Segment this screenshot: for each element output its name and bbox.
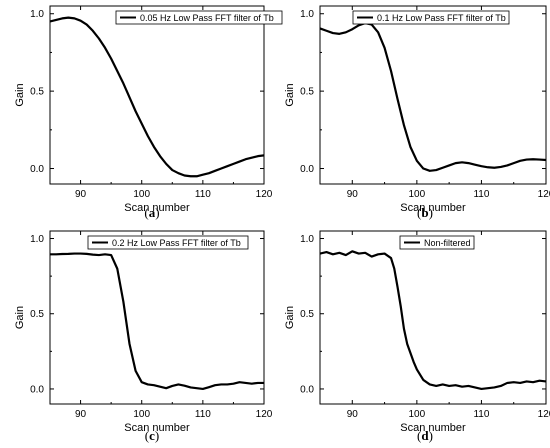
- x-tick-label: 100: [133, 409, 150, 420]
- y-axis-title: Gain: [14, 306, 26, 329]
- y-tick-label: 0.0: [300, 384, 314, 395]
- y-tick-label: 0.0: [30, 164, 44, 175]
- x-tick-label: 90: [347, 189, 359, 200]
- x-tick-label: 110: [195, 409, 211, 420]
- x-tick-label: 110: [473, 409, 489, 420]
- series-line: [320, 21, 546, 172]
- y-tick-label: 0.5: [300, 309, 314, 320]
- panel-label: (b): [417, 205, 433, 220]
- y-axis-title: Gain: [284, 306, 296, 329]
- plot-frame: [319, 5, 547, 185]
- y-axis-title: Gain: [284, 83, 296, 106]
- legend: 0.1 Hz Low Pass FFT filter of Tb: [352, 10, 510, 25]
- x-tick-label: 100: [133, 189, 150, 200]
- y-axis-title: Gain: [14, 83, 26, 106]
- plot-frame: [49, 5, 265, 185]
- y-tick-label: 1.0: [30, 9, 44, 20]
- plot-frame: [319, 230, 547, 405]
- panel-label: (d): [417, 428, 433, 443]
- x-tick-label: 120: [538, 189, 550, 200]
- legend-box: [115, 10, 283, 25]
- y-tick-label: 0.5: [300, 87, 314, 98]
- chart-panel-a: 90 100 110 120 0.0 0.5 1.0 Scan number Gain 0.05 …: [14, 5, 283, 220]
- legend-entry: 0.2 Hz Low Pass FFT filter of Tb: [112, 238, 241, 248]
- y-tick-label: 0.0: [300, 164, 314, 175]
- x-tick-label: 100: [409, 189, 426, 200]
- x-tick-label: 90: [75, 409, 87, 420]
- panel-label: (a): [144, 205, 159, 220]
- series-line: [50, 16, 264, 178]
- x-tick-label: 100: [409, 409, 426, 420]
- chart-panel-b: 90 100 110 120 0.0 0.5 1.0 Scan number Gain 0.1 H…: [284, 5, 550, 220]
- y-tick-label: 1.0: [300, 234, 314, 245]
- x-tick-label: 120: [256, 189, 273, 200]
- legend: 0.2 Hz Low Pass FFT filter of Tb: [87, 235, 249, 250]
- x-tick-label: 120: [256, 409, 273, 420]
- x-tick-label: 90: [75, 189, 87, 200]
- legend: Non-filtered: [399, 235, 475, 250]
- plot-frame: [49, 230, 265, 405]
- x-tick-label: 90: [347, 409, 359, 420]
- chart-panel-c: 90 100 110 120 0.0 0.5 1.0 Scan number Gain 0.2 H…: [14, 230, 273, 443]
- y-tick-label: 1.0: [300, 9, 314, 20]
- series-line: [50, 252, 264, 391]
- panel-label: (c): [145, 428, 159, 443]
- legend-box: [87, 235, 249, 250]
- y-tick-label: 0.5: [30, 309, 44, 320]
- x-tick-label: 120: [538, 409, 550, 420]
- legend-box: [399, 235, 475, 250]
- chart-panel-d: 90 100 110 120 0.0 0.5 1.0 Scan number Gain Non-f…: [284, 230, 550, 443]
- legend-entry: 0.1 Hz Low Pass FFT filter of Tb: [377, 13, 506, 23]
- legend-entry: Non-filtered: [424, 238, 471, 248]
- legend-box: [352, 10, 510, 25]
- x-tick-label: 110: [473, 189, 489, 200]
- y-tick-label: 0.5: [30, 87, 44, 98]
- series-line: [320, 250, 546, 391]
- legend-entry: 0.05 Hz Low Pass FFT filter of Tb: [140, 13, 274, 23]
- x-tick-label: 110: [195, 189, 211, 200]
- x-axis-title: Scan number: [124, 202, 190, 214]
- x-axis-title: Scan number: [400, 422, 466, 434]
- x-axis-title: Scan number: [400, 202, 466, 214]
- y-tick-label: 0.0: [30, 384, 44, 395]
- legend: 0.05 Hz Low Pass FFT filter of Tb: [115, 10, 283, 25]
- y-tick-label: 1.0: [30, 234, 44, 245]
- x-axis-title: Scan number: [124, 422, 190, 434]
